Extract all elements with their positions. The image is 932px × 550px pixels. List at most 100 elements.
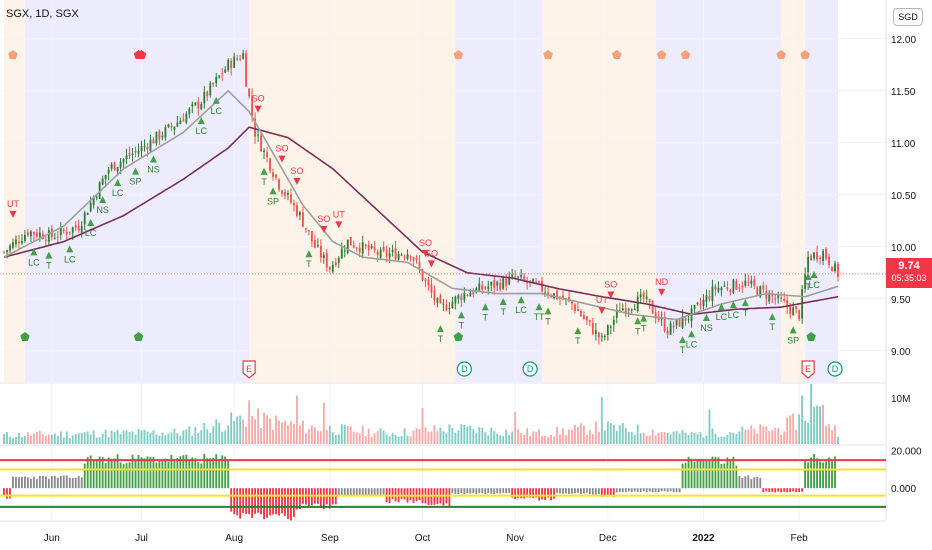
- candle-body: [122, 158, 125, 163]
- candle-body: [547, 292, 549, 295]
- oscillator-bar: [747, 475, 750, 489]
- oscillator-bar: [834, 456, 836, 489]
- buy-signal-triangle: [499, 298, 507, 306]
- candle-body: [502, 277, 505, 289]
- volume-bar: [86, 431, 89, 444]
- volume-bar: [502, 435, 505, 444]
- volume-bar: [257, 408, 260, 444]
- volume-bar: [26, 432, 29, 444]
- oscillator-bar: [206, 458, 209, 489]
- volume-bar: [394, 435, 397, 444]
- candle-body: [741, 285, 744, 288]
- candle-body: [80, 226, 83, 233]
- oscillator-bar: [708, 459, 711, 489]
- candle-body: [149, 139, 152, 152]
- oscillator-bar: [364, 488, 367, 496]
- candle-body: [299, 212, 301, 216]
- time-tick-label: Jul: [135, 533, 148, 544]
- oscillator-bar: [340, 488, 343, 495]
- oscillator-bar: [630, 488, 633, 493]
- oscillator-bar: [77, 475, 80, 489]
- volume-bar: [750, 425, 753, 444]
- buy-signal-triangle: [457, 311, 465, 319]
- volume-bar: [236, 416, 239, 444]
- candle-body: [239, 58, 242, 60]
- buy-signal-triangle: [768, 313, 776, 321]
- buy-signal-label: NS: [147, 165, 160, 175]
- candle-body: [18, 241, 20, 244]
- candle-body: [442, 303, 445, 305]
- oscillator-bar: [594, 488, 597, 495]
- candle-body: [472, 290, 475, 295]
- candle-body: [388, 253, 391, 258]
- dividend-marker-label: D: [527, 364, 534, 374]
- oscillator-bar: [807, 462, 810, 489]
- volume-bar: [777, 427, 780, 444]
- oscillator-bar: [18, 477, 20, 489]
- candle-body: [768, 293, 771, 302]
- oscillator-bar: [550, 488, 552, 501]
- buy-signal-label: LC: [808, 280, 820, 290]
- buy-signal-triangle: [810, 271, 818, 278]
- candle-body: [412, 257, 415, 261]
- top-pentagon-marker: [8, 50, 18, 59]
- volume-bar: [15, 437, 17, 444]
- volume-bar: [448, 424, 451, 444]
- volume-bar: [23, 436, 26, 444]
- candle-body: [6, 250, 8, 253]
- oscillator-bar: [370, 488, 373, 495]
- candle-body: [334, 262, 337, 266]
- band-orange: [616, 0, 656, 382]
- volume-bar: [532, 431, 535, 444]
- oscillator-bar: [777, 488, 780, 492]
- candle-body: [403, 256, 406, 258]
- volume-bar: [747, 429, 750, 444]
- volume-bar: [741, 426, 744, 444]
- currency-badge[interactable]: SGD: [893, 8, 923, 26]
- top-pentagon-marker: [612, 50, 622, 59]
- time-tick-label: Aug: [225, 533, 243, 544]
- oscillator-bar: [161, 460, 164, 489]
- oscillator-bar: [780, 488, 783, 493]
- volume-bar: [239, 415, 242, 444]
- volume-bar: [194, 426, 197, 444]
- candle-body: [185, 113, 188, 123]
- candle-body: [786, 300, 789, 308]
- candle-body: [272, 172, 274, 177]
- volume-bar: [182, 430, 185, 444]
- buy-signal-triangle: [99, 196, 107, 204]
- oscillator-bar: [376, 488, 379, 495]
- candle-body: [738, 287, 741, 289]
- oscillator-bar: [400, 488, 403, 499]
- candle-body: [681, 316, 684, 328]
- volume-bar: [529, 435, 532, 444]
- oscillator-bar: [227, 460, 230, 489]
- buy-signal-triangle: [132, 167, 140, 175]
- oscillator-bar: [152, 456, 155, 489]
- candle-body: [15, 239, 17, 245]
- buy-signal-triangle: [149, 155, 157, 163]
- symbol-title[interactable]: SGX, 1D, SGX: [6, 8, 79, 20]
- volume-bar: [251, 416, 254, 444]
- band-blue: [138, 0, 250, 382]
- volume-bar: [771, 429, 774, 444]
- oscillator-bar: [296, 488, 298, 510]
- volume-bar: [185, 429, 188, 444]
- volume-bar: [38, 430, 41, 444]
- volume-bar: [403, 428, 406, 444]
- volume-bar: [645, 435, 648, 444]
- volume-bar: [654, 435, 657, 444]
- candle-body: [233, 56, 236, 68]
- volume-bar: [352, 431, 355, 444]
- volume-bar: [346, 426, 349, 444]
- buy-signal-triangle: [87, 219, 95, 226]
- time-tick-label: Nov: [506, 533, 524, 544]
- candle-body: [648, 299, 651, 303]
- candle-body: [816, 252, 819, 260]
- oscillator-bar: [418, 488, 421, 501]
- buy-signal-label: T: [769, 322, 775, 332]
- oscillator-bar: [104, 462, 107, 489]
- oscillator-bar: [633, 488, 636, 492]
- candle-body: [466, 294, 469, 296]
